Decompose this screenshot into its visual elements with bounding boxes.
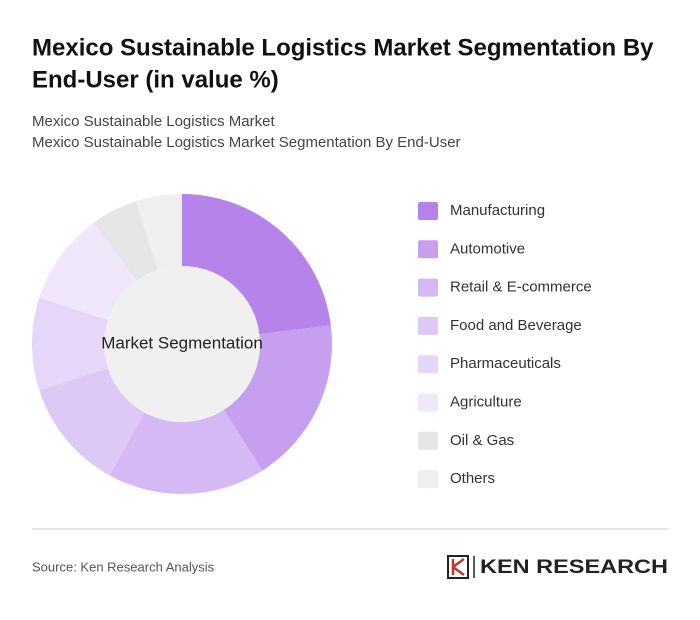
legend-swatch [418,202,438,220]
logo-icon [447,555,469,579]
legend-label: Automotive [450,240,525,257]
legend-label: Agriculture [450,393,522,410]
legend-label: Pharmaceuticals [450,355,561,372]
subtitle: Mexico Sustainable Logistics Market Segm… [32,134,461,151]
source: Source: Ken Research Analysis [32,559,215,574]
legend-swatch [418,431,438,450]
legend-swatch [418,393,438,412]
logo-icon [451,557,465,577]
donut-segment [32,297,108,391]
subtitle: Mexico Sustainable Logistics Market [32,113,275,130]
donut-segment [109,409,263,495]
legend-label: Others [450,470,495,487]
legend-swatch [418,278,438,297]
donut-segment [223,325,333,471]
chart-title: Mexico Sustainable Logistics Market Segm… [32,34,654,61]
legend-swatch [418,240,438,259]
brand: KEN RESEARCH [480,557,668,578]
legend-label: Manufacturing [450,202,545,219]
legend-label: Oil & Gas [450,432,514,449]
logo: KEN RESEARCH [447,555,668,579]
legend-swatch [418,355,438,374]
legend-swatch [418,316,438,335]
donut-segment [39,368,145,476]
donut-segment [39,222,137,320]
donut-segment [93,201,158,281]
legend-label: Retail & E-commerce [450,279,592,296]
chart-title: End-User (in value %) [32,66,279,93]
donut-hole [104,266,260,422]
donut-segment [135,194,182,270]
center-label: Market Segmentation [101,333,263,352]
legend-swatch [418,470,438,489]
donut-segment [182,194,331,335]
legend-label: Food and Beverage [450,317,582,334]
